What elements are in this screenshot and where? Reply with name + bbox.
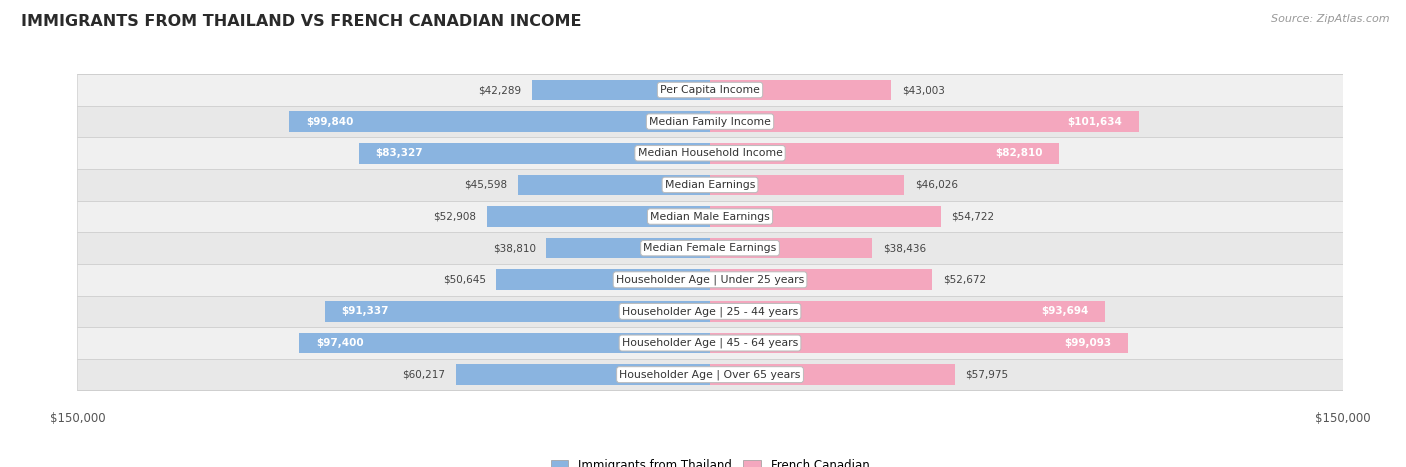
Bar (710, 175, 904, 195)
Text: $91,337: $91,337 (342, 306, 389, 317)
Text: Median Family Income: Median Family Income (650, 117, 770, 127)
Bar (456, 364, 710, 385)
Bar (710, 143, 1059, 163)
Text: $38,436: $38,436 (883, 243, 925, 253)
Text: Median Household Income: Median Household Income (637, 148, 783, 158)
Bar (77, 169, 1343, 201)
Text: $60,217: $60,217 (402, 370, 446, 380)
Legend: Immigrants from Thailand, French Canadian: Immigrants from Thailand, French Canadia… (546, 454, 875, 467)
Bar (486, 206, 710, 227)
Text: $97,400: $97,400 (316, 338, 364, 348)
Text: $45,598: $45,598 (464, 180, 508, 190)
Bar (77, 201, 1343, 232)
Text: $54,722: $54,722 (952, 212, 994, 221)
Bar (77, 232, 1343, 264)
Bar (288, 111, 710, 132)
Text: Median Female Earnings: Median Female Earnings (644, 243, 776, 253)
Bar (77, 74, 1343, 106)
Bar (710, 111, 1139, 132)
Text: $82,810: $82,810 (995, 148, 1042, 158)
Bar (710, 364, 955, 385)
Text: $43,003: $43,003 (903, 85, 945, 95)
Bar (517, 175, 710, 195)
Bar (531, 80, 710, 100)
Text: $99,093: $99,093 (1064, 338, 1111, 348)
Bar (710, 333, 1128, 354)
Text: Median Earnings: Median Earnings (665, 180, 755, 190)
Bar (496, 269, 710, 290)
Bar (77, 264, 1343, 296)
Bar (77, 327, 1343, 359)
Text: Householder Age | 25 - 44 years: Householder Age | 25 - 44 years (621, 306, 799, 317)
Bar (77, 106, 1343, 137)
Bar (77, 137, 1343, 169)
Bar (359, 143, 710, 163)
Bar (299, 333, 710, 354)
Text: $52,908: $52,908 (433, 212, 477, 221)
Text: Per Capita Income: Per Capita Income (659, 85, 761, 95)
Text: $93,694: $93,694 (1040, 306, 1088, 317)
Text: $83,327: $83,327 (375, 148, 423, 158)
Bar (710, 238, 872, 258)
Bar (325, 301, 710, 322)
Text: IMMIGRANTS FROM THAILAND VS FRENCH CANADIAN INCOME: IMMIGRANTS FROM THAILAND VS FRENCH CANAD… (21, 14, 582, 29)
Bar (710, 80, 891, 100)
Text: $50,645: $50,645 (443, 275, 486, 285)
Text: $99,840: $99,840 (305, 117, 353, 127)
Bar (710, 206, 941, 227)
Text: $52,672: $52,672 (943, 275, 986, 285)
Text: Householder Age | Over 65 years: Householder Age | Over 65 years (619, 369, 801, 380)
Text: Median Male Earnings: Median Male Earnings (650, 212, 770, 221)
Text: $42,289: $42,289 (478, 85, 522, 95)
Text: $57,975: $57,975 (965, 370, 1008, 380)
Text: $46,026: $46,026 (915, 180, 957, 190)
Bar (547, 238, 710, 258)
Text: $38,810: $38,810 (492, 243, 536, 253)
Bar (710, 301, 1105, 322)
Text: $101,634: $101,634 (1067, 117, 1122, 127)
Text: Source: ZipAtlas.com: Source: ZipAtlas.com (1271, 14, 1389, 24)
Bar (77, 296, 1343, 327)
Text: Householder Age | Under 25 years: Householder Age | Under 25 years (616, 275, 804, 285)
Bar (710, 269, 932, 290)
Bar (77, 359, 1343, 390)
Text: Householder Age | 45 - 64 years: Householder Age | 45 - 64 years (621, 338, 799, 348)
